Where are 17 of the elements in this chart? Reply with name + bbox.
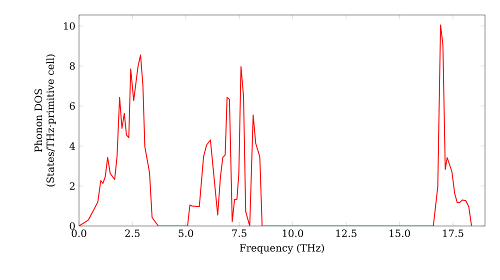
x-tick-label: 10.0 xyxy=(282,230,304,238)
y-tick-label: 0 xyxy=(70,222,75,230)
x-tick-label: 7.5 xyxy=(232,230,246,237)
x-tick-label: 0.0 xyxy=(72,230,86,238)
y-axis-title: Phonon DOS (States/THz·primitive cell) xyxy=(34,54,56,186)
y-tick-label: 4 xyxy=(69,142,75,150)
x-tick-label: 5.0 xyxy=(178,230,194,238)
x-tick-label: 2.5 xyxy=(125,230,140,238)
x-tick-label: 12.5 xyxy=(336,230,356,238)
x-tick-label: 17.5 xyxy=(443,230,464,238)
x-axis-title: Frequency (THz) xyxy=(240,244,324,254)
line-series xyxy=(79,24,472,226)
y-tick-label: 2 xyxy=(70,182,75,190)
y-tick-label: 10 xyxy=(64,22,75,30)
x-tick-label: 15.0 xyxy=(390,230,410,238)
y-tick-label: 6 xyxy=(70,102,75,110)
y-tick-label: 8 xyxy=(70,62,75,70)
